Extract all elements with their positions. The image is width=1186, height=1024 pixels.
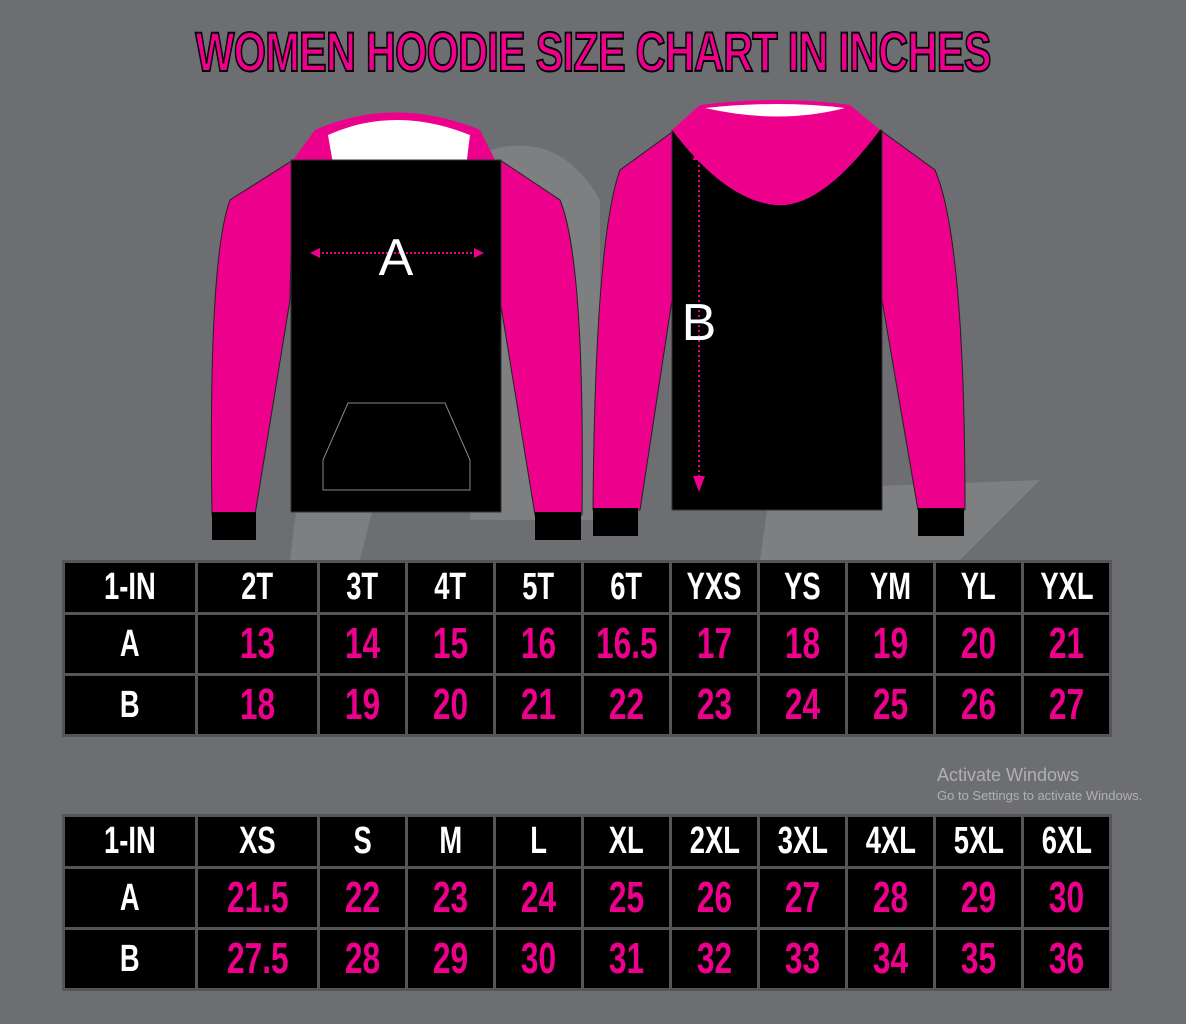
value-cell: 28 (848, 869, 933, 927)
hoodie-diagram: A B (210, 100, 1040, 560)
watermark-title: Activate Windows (937, 765, 1080, 785)
activate-windows-watermark: Activate Windows Go to Settings to activ… (937, 764, 1142, 804)
value-cell: 26 (936, 676, 1021, 734)
value-cell: 30 (496, 930, 581, 988)
value-cell: 22 (584, 676, 669, 734)
value-cell: 21.5 (198, 869, 317, 927)
value-cell: 22 (320, 869, 405, 927)
value-cell: 18 (760, 615, 845, 673)
header-cell: S (320, 817, 405, 866)
header-row: 1-IN XS S M L XL 2XL 3XL 4XL 5XL 6XL (65, 817, 1109, 866)
value-cell: 29 (408, 930, 493, 988)
table-row-a: A 21.5 22 23 24 25 26 27 28 29 30 (65, 869, 1109, 927)
value-cell: 19 (848, 615, 933, 673)
header-row: 1-IN 2T 3T 4T 5T 6T YXS YS YM YL YXL (65, 563, 1109, 612)
value-cell: 18 (198, 676, 317, 734)
header-cell: YXS (672, 563, 757, 612)
value-cell: 17 (672, 615, 757, 673)
header-cell: 6T (584, 563, 669, 612)
value-cell: 23 (672, 676, 757, 734)
header-cell: YS (760, 563, 845, 612)
value-cell: 27 (1024, 676, 1109, 734)
value-cell: 21 (496, 676, 581, 734)
value-cell: 19 (320, 676, 405, 734)
row-label: A (65, 869, 195, 927)
header-cell: 5T (496, 563, 581, 612)
value-cell: 24 (496, 869, 581, 927)
value-cell: 14 (320, 615, 405, 673)
header-cell: 3T (320, 563, 405, 612)
row-label: B (65, 930, 195, 988)
page-title: WOMEN HOODIE SIZE CHART IN INCHES (195, 20, 992, 83)
value-cell: 25 (584, 869, 669, 927)
value-cell: 21 (1024, 615, 1109, 673)
measure-a-label: A (379, 229, 414, 287)
row-label: A (65, 615, 195, 673)
size-table-youth: 1-IN 2T 3T 4T 5T 6T YXS YS YM YL YXL A 1… (62, 560, 1112, 737)
front-hoodie: A (210, 112, 583, 540)
value-cell: 30 (1024, 869, 1109, 927)
measure-b-label: B (682, 294, 717, 352)
header-cell: 1-IN (65, 563, 195, 612)
header-cell: 2XL (672, 817, 757, 866)
value-cell: 29 (936, 869, 1021, 927)
value-cell: 13 (198, 615, 317, 673)
value-cell: 27.5 (198, 930, 317, 988)
value-cell: 20 (408, 676, 493, 734)
value-cell: 23 (408, 869, 493, 927)
header-cell: L (496, 817, 581, 866)
header-cell: YL (936, 563, 1021, 612)
table-row-b: B 27.5 28 29 30 31 32 33 34 35 36 (65, 930, 1109, 988)
header-cell: 4XL (848, 817, 933, 866)
header-cell: 3XL (760, 817, 845, 866)
table-row-b: B 18 19 20 21 22 23 24 25 26 27 (65, 676, 1109, 734)
value-cell: 35 (936, 930, 1021, 988)
header-cell: YM (848, 563, 933, 612)
header-cell: 1-IN (65, 817, 195, 866)
size-table-adult: 1-IN XS S M L XL 2XL 3XL 4XL 5XL 6XL A 2… (62, 814, 1112, 991)
value-cell: 36 (1024, 930, 1109, 988)
header-cell: XS (198, 817, 317, 866)
header-cell: 6XL (1024, 817, 1109, 866)
header-cell: M (408, 817, 493, 866)
value-cell: 16.5 (584, 615, 669, 673)
header-cell: 2T (198, 563, 317, 612)
back-hoodie: B (592, 100, 966, 536)
value-cell: 26 (672, 869, 757, 927)
table-row-a: A 13 14 15 16 16.5 17 18 19 20 21 (65, 615, 1109, 673)
value-cell: 33 (760, 930, 845, 988)
value-cell: 32 (672, 930, 757, 988)
value-cell: 27 (760, 869, 845, 927)
value-cell: 20 (936, 615, 1021, 673)
header-cell: 5XL (936, 817, 1021, 866)
value-cell: 31 (584, 930, 669, 988)
header-cell: 4T (408, 563, 493, 612)
row-label: B (65, 676, 195, 734)
value-cell: 15 (408, 615, 493, 673)
header-cell: YXL (1024, 563, 1109, 612)
value-cell: 16 (496, 615, 581, 673)
header-cell: XL (584, 817, 669, 866)
value-cell: 34 (848, 930, 933, 988)
value-cell: 28 (320, 930, 405, 988)
value-cell: 25 (848, 676, 933, 734)
watermark-subtitle: Go to Settings to activate Windows. (937, 788, 1143, 803)
value-cell: 24 (760, 676, 845, 734)
